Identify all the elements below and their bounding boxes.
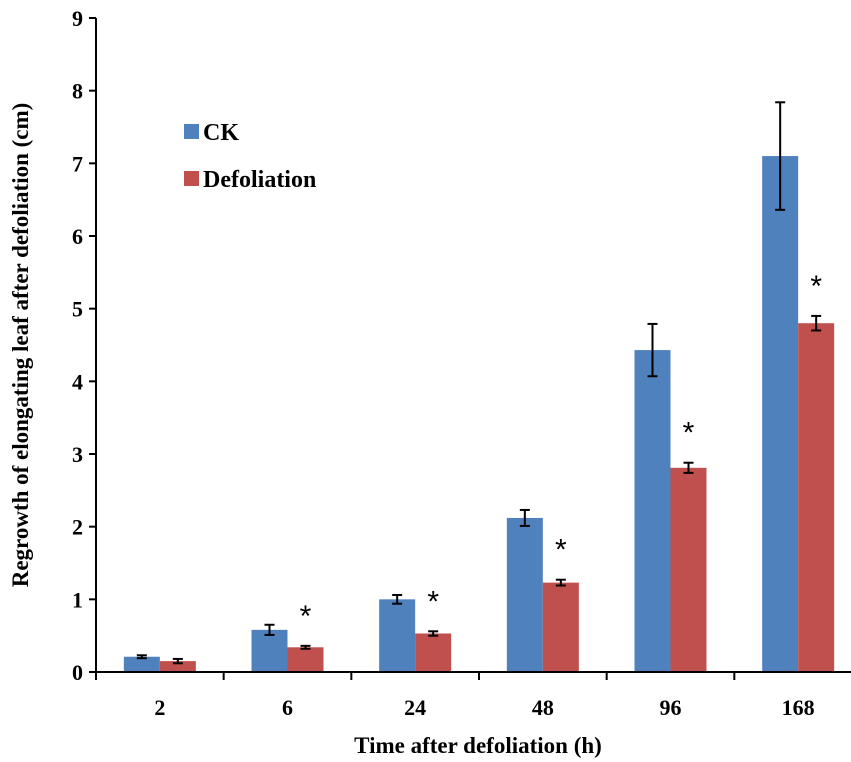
legend-swatch-ck <box>184 124 199 139</box>
x-tick-label: 96 <box>660 695 682 720</box>
bar-defoliation-48 <box>542 582 579 672</box>
bar-defoliation-168 <box>798 323 835 672</box>
bars-layer <box>123 156 835 673</box>
y-axis-title: Regrowth of elongating leaf after defoli… <box>8 103 33 588</box>
bar-ck-2 <box>123 656 160 672</box>
bar-ck-24 <box>379 599 416 672</box>
y-tick-label: 6 <box>72 224 83 249</box>
bar-defoliation-24 <box>415 633 452 672</box>
y-tick-label: 1 <box>72 587 83 612</box>
legend: CK Defoliation <box>184 120 316 193</box>
legend-swatch-defoliation <box>184 171 199 186</box>
y-tick-label: 8 <box>72 79 83 104</box>
x-ticks: 2 6 24 48 96 168 <box>95 672 815 720</box>
x-tick-label: 2 <box>154 695 165 720</box>
significance-asterisk: * <box>810 270 822 303</box>
legend-label-ck: CK <box>203 120 239 146</box>
bar-ck-48 <box>506 517 543 672</box>
bar-defoliation-2 <box>159 661 196 672</box>
annotations-layer: * * * * * <box>300 270 823 633</box>
x-tick-label: 6 <box>282 695 293 720</box>
x-axis-title: Time after defoliation (h) <box>354 733 602 758</box>
y-tick-label: 3 <box>72 442 83 467</box>
legend-label-defoliation: Defoliation <box>203 167 316 193</box>
y-ticks: 0 1 2 3 4 5 6 7 8 9 <box>72 6 96 685</box>
y-tick-label: 0 <box>72 660 83 685</box>
bar-defoliation-6 <box>287 647 324 672</box>
error-bars-layer <box>136 101 822 665</box>
y-tick-label: 7 <box>72 151 83 176</box>
significance-asterisk: * <box>555 534 567 567</box>
y-tick-label: 5 <box>72 297 83 322</box>
bar-ck-168 <box>762 156 799 673</box>
bar-ck-96 <box>634 350 671 672</box>
y-tick-label: 2 <box>72 515 83 540</box>
y-tick-label: 4 <box>72 369 83 394</box>
x-tick-label: 168 <box>782 695 815 720</box>
significance-asterisk: * <box>683 417 695 450</box>
x-tick-label: 48 <box>532 695 554 720</box>
significance-asterisk: * <box>300 600 312 633</box>
bar-ck-6 <box>251 629 288 672</box>
y-tick-label: 9 <box>72 6 83 31</box>
x-tick-label: 24 <box>404 695 426 720</box>
bar-defoliation-96 <box>670 467 707 672</box>
significance-asterisk: * <box>427 585 439 618</box>
